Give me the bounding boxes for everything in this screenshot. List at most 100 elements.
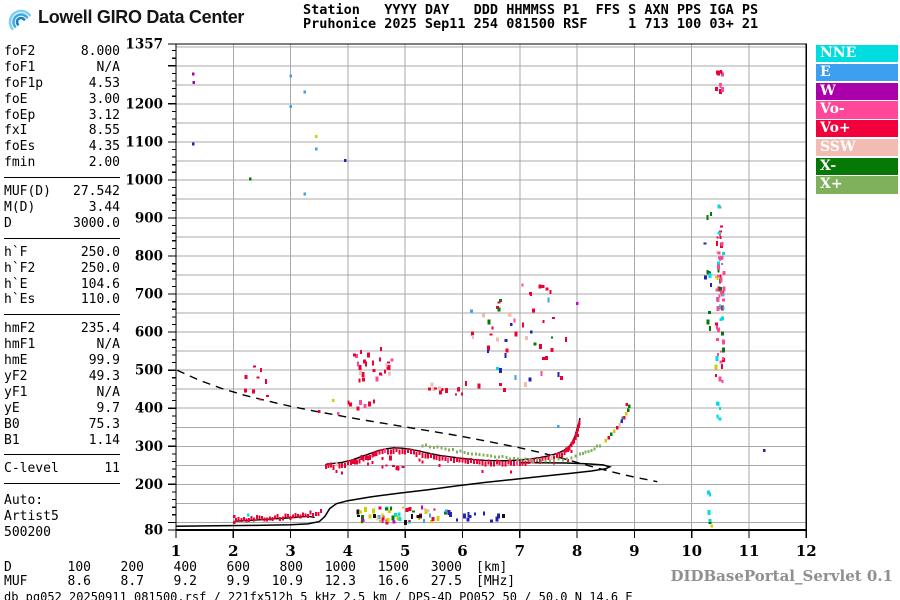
x-trace-point (478, 452, 481, 456)
o-trace-point (553, 455, 556, 461)
cluster-echo-point (496, 305, 500, 309)
x-trace-point (561, 458, 564, 462)
o-trace-point (381, 448, 384, 454)
cluster-echo-point (456, 387, 460, 392)
o-trace-point (484, 461, 487, 467)
x-trace-point (516, 457, 519, 461)
cluster-echo-point (721, 358, 725, 363)
param-row-muf-d-: MUF(D) 27.542 (4, 184, 120, 200)
x-tail-point (616, 425, 619, 430)
param-label: foEp (4, 107, 36, 123)
o-trace-point (421, 453, 424, 459)
cluster-echo-point (716, 306, 720, 311)
cluster-echo-point (489, 333, 493, 336)
cluster-echo-point (385, 507, 389, 511)
x-trace-point (471, 452, 473, 456)
cluster-echo-point (720, 225, 724, 228)
cluster-echo-point (719, 406, 721, 410)
cluster-echo-point (372, 368, 376, 372)
es-trace-point (266, 517, 269, 522)
x-trace-point (553, 459, 556, 463)
cluster-echo-point (438, 386, 441, 391)
param-value: 3.44 (88, 200, 120, 216)
cluster-echo-point (706, 319, 710, 325)
param-row-h-f: h`F 250.0 (4, 245, 120, 261)
param-value: 250.0 (80, 244, 120, 260)
x-trace-point (490, 454, 493, 458)
cluster-echo-point (721, 263, 724, 265)
x-trace-point (421, 444, 424, 448)
cluster-echo-point (376, 515, 379, 521)
cluster-echo-point (706, 270, 709, 274)
cluster-echo-point (252, 389, 255, 394)
cluster-echo-point (396, 465, 400, 469)
x-trace-point (596, 444, 599, 448)
param-row-fof1p: foF1p 4.53 (4, 76, 120, 92)
o-trace-point (556, 453, 558, 459)
o-trace-point (384, 448, 387, 454)
param-value: 3.12 (88, 107, 120, 123)
x-tail-point (625, 412, 628, 416)
cluster-echo-point (353, 353, 357, 357)
cluster-echo-point (385, 362, 388, 367)
cluster-echo-point (347, 400, 350, 405)
cluster-echo-point (368, 514, 372, 519)
cluster-echo-point (514, 374, 517, 380)
cluster-echo-point (388, 371, 392, 376)
cluster-echo-point (722, 251, 726, 255)
x-axis-label: 11 (739, 542, 760, 560)
cluster-echo-point (715, 241, 718, 247)
x-axis-label: 8 (572, 542, 582, 560)
cluster-echo-point (359, 511, 363, 514)
o-trace-point (568, 445, 571, 451)
cluster-echo-point (389, 455, 392, 461)
cluster-echo-point (386, 366, 389, 370)
station-header-line1: Station YYYY DAY DDD HHMMSS P1 FFS S AXN… (303, 2, 759, 18)
single-echo-point (303, 192, 307, 196)
cluster-echo-point (722, 298, 725, 302)
o-trace-point (418, 458, 421, 462)
cluster-echo-point (719, 230, 723, 233)
param-label: hmF1 (4, 337, 36, 353)
single-echo-point (315, 135, 318, 139)
x-trace-point (548, 459, 551, 463)
cluster-echo-point (385, 464, 388, 467)
panel-divider (4, 314, 120, 316)
o-trace-point (455, 457, 458, 463)
o-trace-point (521, 460, 524, 466)
param-value: 4.35 (88, 139, 120, 155)
cluster-echo-point (552, 316, 555, 319)
param-row-hmf1: hmF1 N/A (4, 337, 120, 353)
cluster-echo-point (718, 286, 722, 291)
cluster-echo-point (551, 336, 554, 339)
cluster-echo-point (550, 348, 554, 353)
o-trace-point (360, 455, 363, 461)
cluster-echo-point (433, 508, 436, 511)
cluster-echo-point (356, 509, 360, 515)
legend-item-vo: Vo- (816, 101, 898, 119)
param-label: fxI (4, 123, 28, 139)
cluster-echo-point (423, 508, 426, 511)
cluster-echo-point (522, 322, 525, 328)
cluster-echo-point (256, 376, 260, 379)
cluster-echo-point (718, 206, 722, 209)
x-trace-point (536, 458, 538, 462)
x-trace-point (570, 456, 573, 460)
o-trace-point (364, 454, 367, 460)
o-trace-point (341, 463, 344, 469)
cluster-echo-point (716, 414, 719, 419)
o-trace-point (371, 461, 374, 465)
es-trace-point (255, 515, 258, 519)
o-trace-point (527, 459, 530, 465)
cluster-echo-point (717, 401, 720, 406)
cluster-echo-point (710, 283, 713, 288)
cluster-echo-point (529, 294, 532, 297)
y-axis-label: 800 (135, 249, 163, 265)
cluster-echo-point (496, 513, 500, 519)
table-cell: 100 (67, 560, 91, 575)
o-trace-point (441, 455, 444, 461)
cluster-echo-point (714, 364, 718, 370)
table-cell: 8.6 (67, 574, 91, 589)
panel-divider (4, 454, 120, 456)
es-trace-point (245, 518, 248, 523)
